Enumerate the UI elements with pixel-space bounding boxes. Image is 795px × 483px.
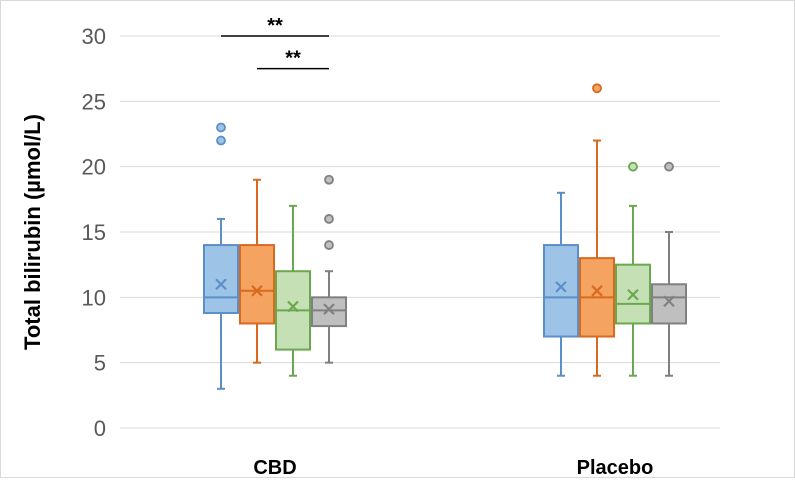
mean-marker [323, 303, 335, 315]
y-tick-label: 15 [82, 220, 106, 245]
significance-label: ** [285, 48, 301, 70]
y-tick-label: 0 [94, 416, 106, 441]
significance-label: ** [267, 15, 283, 37]
box-iqr [543, 244, 579, 338]
outlier-point [324, 240, 334, 250]
mean-marker [215, 278, 227, 291]
box-iqr [239, 244, 275, 325]
box-iqr [203, 244, 239, 315]
y-axis-label: Total bilirubin (µmol/L) [20, 114, 45, 350]
y-tick-label: 10 [82, 285, 106, 310]
y-tick-label: 20 [82, 155, 106, 180]
box-iqr [311, 296, 347, 328]
mean-marker [251, 285, 263, 297]
outlier-point [216, 122, 226, 133]
outlier-point [592, 83, 602, 94]
x-category-label: Placebo [577, 457, 654, 478]
mean-marker [663, 295, 675, 308]
outlier-point [628, 161, 638, 172]
box-iqr [651, 283, 687, 325]
x-category-label: CBD [253, 457, 296, 478]
y-tick-label: 25 [82, 89, 106, 114]
mean-marker [591, 285, 603, 297]
outlier-point [324, 174, 334, 185]
outlier-point [324, 214, 334, 224]
mean-marker [287, 300, 299, 313]
y-tick-label: 30 [82, 24, 106, 49]
outlier-point [664, 161, 674, 172]
mean-marker [627, 288, 639, 301]
outlier-point [216, 135, 226, 146]
mean-marker [555, 281, 567, 293]
y-tick-label: 5 [94, 351, 106, 376]
